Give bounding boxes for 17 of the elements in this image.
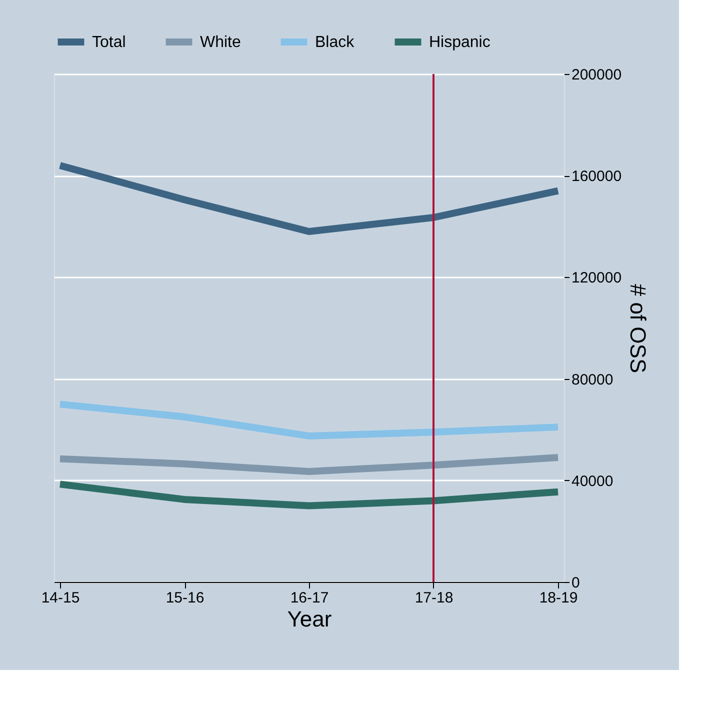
y-tick-label: 120000: [572, 270, 622, 287]
x-axis-title: Year: [287, 606, 332, 632]
x-tick-label: 14-15: [41, 590, 80, 606]
legend-label: Total: [92, 34, 126, 51]
legend-label: Hispanic: [429, 34, 490, 51]
y-tick-label: 200000: [572, 66, 622, 84]
x-tick-label: 17-18: [414, 590, 454, 606]
legend-label: White: [200, 34, 241, 51]
y-axis-title: # of OSS: [626, 284, 651, 374]
x-tick-label: 15-16: [166, 590, 204, 606]
y-tick-label: 40000: [572, 472, 614, 490]
x-tick-label: 16-17: [290, 590, 329, 606]
y-tick-label: 160000: [572, 168, 622, 186]
y-tick-label: 0: [572, 574, 580, 592]
x-tick-label: 18-19: [539, 590, 578, 606]
y-tick-label: 80000: [572, 371, 614, 388]
legend-label: Black: [315, 34, 356, 51]
